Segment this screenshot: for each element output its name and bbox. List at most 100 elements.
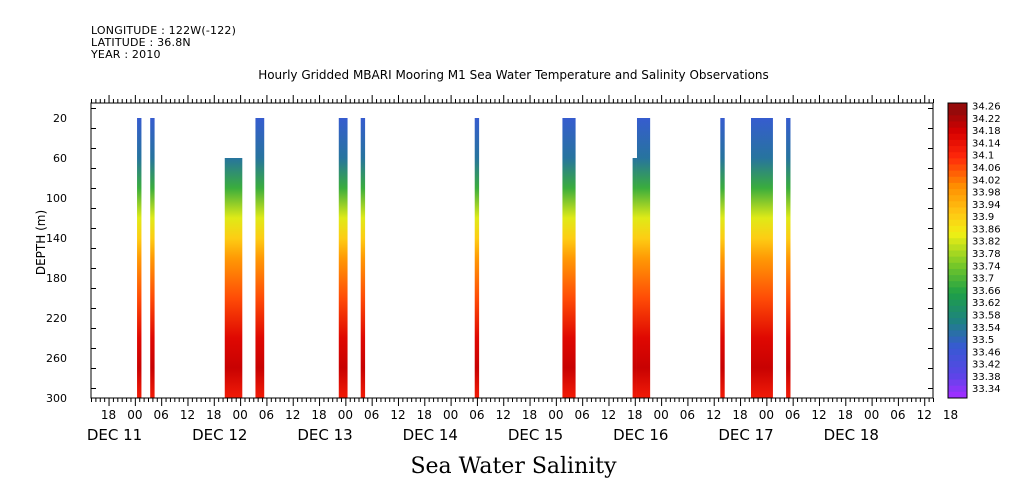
colorbar-swatch — [948, 103, 967, 110]
colorbar-swatch — [948, 225, 967, 233]
x-hour-tick-label: 06 — [259, 408, 274, 422]
axes: 18 00 06 12 18 00 06 12 18 00 06 12 18 00 06 12 18 00 06 12… — [34, 95, 958, 444]
colorbar-border — [947, 102, 968, 399]
y-tick-label: 60 — [53, 152, 67, 165]
colorbar-swatch — [948, 109, 967, 116]
colorbar-swatch — [948, 189, 967, 196]
colorbar-swatch — [948, 115, 967, 122]
x-day-label: DEC 11 — [87, 426, 142, 444]
x-hour-tick-label: 12 — [917, 408, 932, 422]
colorbar-label: 33.9 — [972, 212, 994, 223]
x-hour-tick-label: 18 — [627, 408, 642, 422]
colorbar-label: 33.74 — [972, 261, 1001, 272]
colorbar-label: 33.66 — [972, 286, 1001, 297]
colorbar-swatch — [948, 342, 967, 350]
x-day-label: DEC 14 — [403, 426, 458, 444]
x-day-label: DEC 13 — [297, 426, 352, 444]
colorbar-swatch — [948, 293, 967, 301]
x-hour-tick-label: 12 — [706, 408, 721, 422]
colorbar-swatch — [948, 330, 967, 338]
colorbar-swatch — [948, 244, 967, 251]
colorbar-label: 34.22 — [972, 114, 1001, 125]
x-hour-tick-label: 00 — [653, 408, 668, 422]
colorbar-swatch — [948, 139, 967, 147]
x-hour-tick-label: 12 — [811, 408, 826, 422]
x-hour-tick-label: 18 — [838, 408, 853, 422]
colorbar-label: 33.62 — [972, 298, 1001, 309]
colorbar-swatch — [948, 152, 967, 159]
x-hour-tick-label: 18 — [732, 408, 747, 422]
salinity-profile — [474, 118, 480, 398]
x-hour-tick-label: 12 — [601, 408, 616, 422]
colorbar-label: 33.82 — [972, 237, 1001, 248]
x-hour-tick-label: 06 — [785, 408, 800, 422]
colorbar-swatch — [948, 262, 967, 270]
x-hour-tick-label: 00 — [443, 408, 458, 422]
x-hour-tick-label: 06 — [890, 408, 905, 422]
x-hour-tick-label: 12 — [285, 408, 300, 422]
colorbar-label: 33.7 — [972, 274, 994, 285]
x-day-label: DEC 15 — [508, 426, 563, 444]
salinity-profile — [632, 158, 637, 398]
salinity-profile — [751, 118, 773, 398]
y-tick-label: 220 — [46, 312, 67, 325]
colorbar-label: 34.02 — [972, 175, 1001, 186]
x-hour-tick-label: 00 — [232, 408, 247, 422]
colorbar-label: 34.14 — [972, 138, 1001, 149]
colorbar-swatch — [948, 238, 967, 245]
colorbar-label: 33.58 — [972, 310, 1001, 321]
plot-area — [137, 118, 791, 398]
colorbar-swatch — [948, 336, 967, 344]
colorbar-swatch — [948, 367, 967, 374]
y-tick-label: 180 — [46, 272, 67, 285]
x-hour-tick-label: 06 — [575, 408, 590, 422]
colorbar-label: 33.38 — [972, 372, 1001, 383]
colorbar-swatch — [948, 213, 967, 221]
x-hour-tick-label: 00 — [864, 408, 879, 422]
year-label: YEAR : 2010 — [91, 48, 161, 61]
x-hour-tick-label: 12 — [390, 408, 405, 422]
colorbar-swatch — [948, 391, 967, 399]
x-day-label: DEC 17 — [718, 426, 773, 444]
colorbar-swatch — [948, 195, 967, 202]
x-hour-tick-label: 18 — [522, 408, 537, 422]
x-hour-tick-label: 06 — [469, 408, 484, 422]
colorbar-swatch — [948, 250, 967, 258]
colorbar-swatch — [948, 287, 967, 295]
colorbar-swatch — [948, 275, 967, 282]
x-hour-tick-label: 06 — [680, 408, 695, 422]
x-day-label: DEC 12 — [192, 426, 247, 444]
colorbar-swatch — [948, 299, 967, 307]
y-tick-label: 140 — [46, 232, 67, 245]
x-day-label: DEC 18 — [824, 426, 879, 444]
colorbar-label: 33.5 — [972, 335, 994, 346]
colorbar: 34.2634.2234.1834.1434.134.0634.0233.983… — [947, 102, 1001, 399]
x-hour-tick-label: 00 — [548, 408, 563, 422]
salinity-profile — [720, 118, 725, 398]
colorbar-swatch — [948, 219, 967, 227]
colorbar-swatch — [948, 158, 967, 165]
x-hour-tick-label: 06 — [364, 408, 379, 422]
colorbar-label: 33.86 — [972, 224, 1001, 235]
colorbar-label: 34.26 — [972, 102, 1001, 113]
x-hour-tick-label: 12 — [496, 408, 511, 422]
plot-frame — [90, 102, 934, 399]
y-axis-label: DEPTH (m) — [34, 210, 48, 275]
longitude-label: LONGITUDE : 122W(-122) — [91, 24, 237, 37]
salinity-profile — [150, 118, 155, 398]
salinity-profile — [137, 118, 142, 398]
colorbar-swatch — [948, 133, 967, 141]
colorbar-swatch — [948, 373, 967, 381]
salinity-profile — [786, 118, 791, 398]
colorbar-label: 34.1 — [972, 151, 994, 162]
colorbar-swatch — [948, 146, 967, 153]
colorbar-label: 33.42 — [972, 360, 1001, 371]
chart-title: Hourly Gridded MBARI Mooring M1 Sea Wate… — [258, 68, 769, 82]
x-hour-tick-label: 18 — [101, 408, 116, 422]
colorbar-swatch — [948, 268, 967, 276]
colorbar-swatch — [948, 232, 967, 239]
x-hour-tick-label: 12 — [180, 408, 195, 422]
colorbar-label: 33.98 — [972, 188, 1001, 199]
x-hour-tick-label: 18 — [417, 408, 432, 422]
